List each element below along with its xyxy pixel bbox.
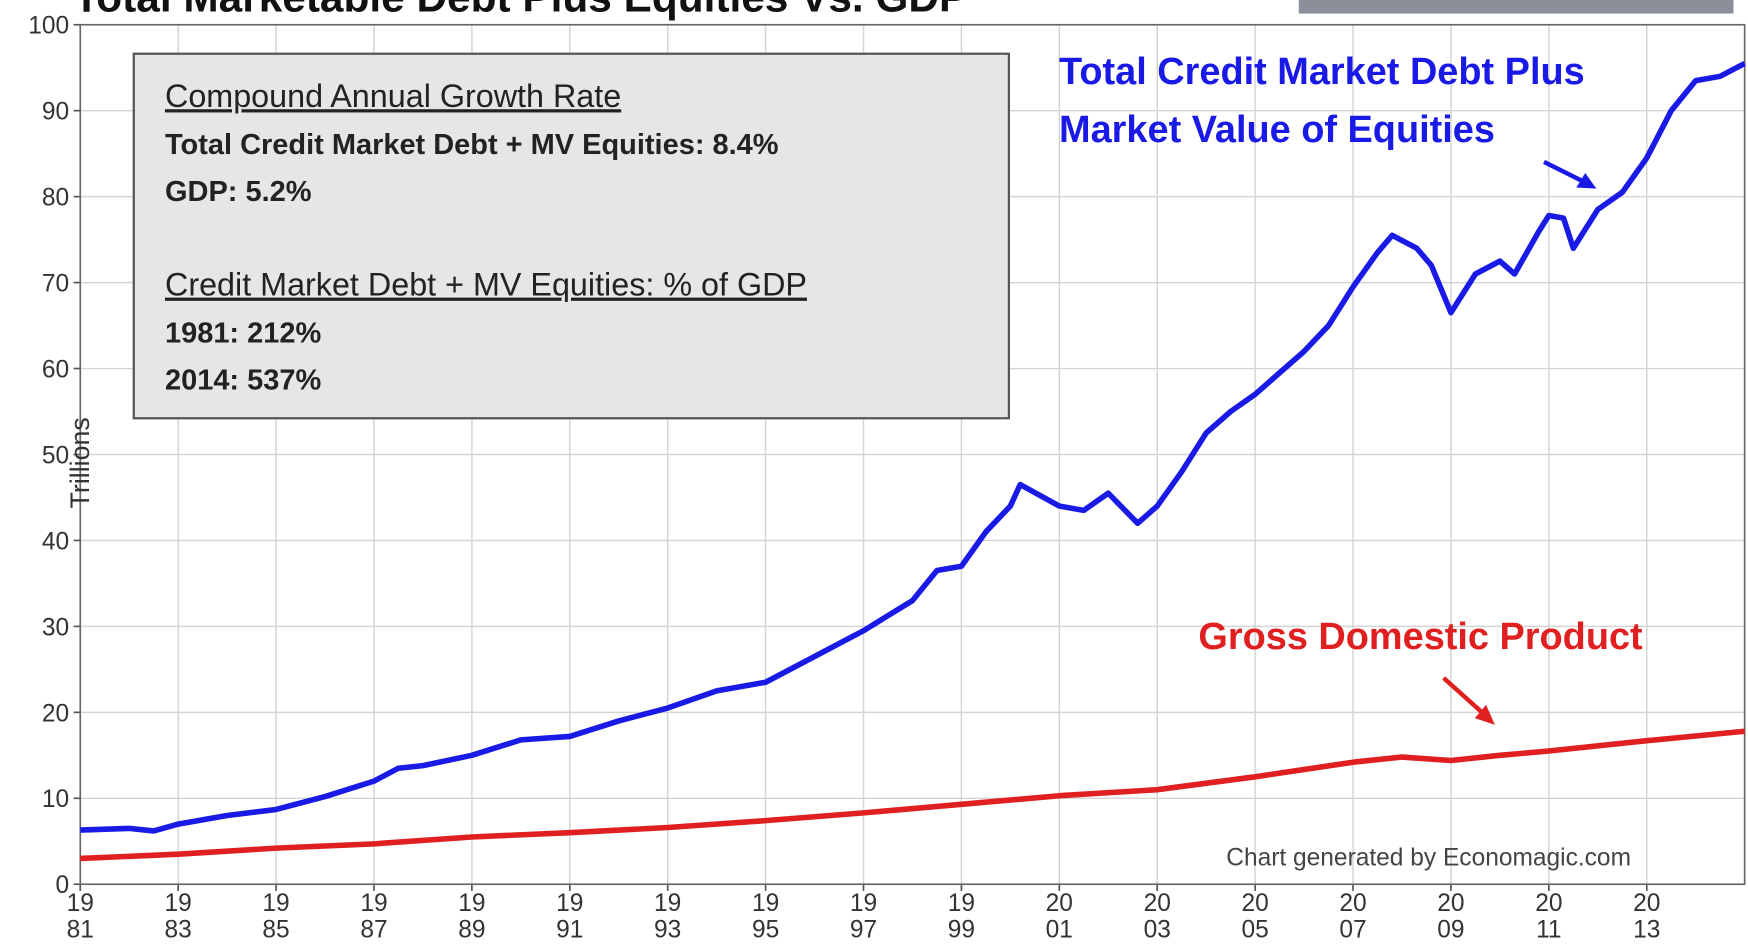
y-tick-label: 80 — [42, 185, 69, 212]
y-tick-label: 70 — [42, 271, 69, 298]
x-tick-label: 19 99 — [948, 890, 975, 944]
x-tick-label: 19 93 — [654, 890, 681, 944]
y-tick-label: 40 — [42, 528, 69, 555]
x-tick-label: 19 95 — [752, 890, 779, 944]
x-tick-label: 20 09 — [1437, 890, 1464, 944]
x-tick-label: 20 13 — [1633, 890, 1660, 944]
info-box — [132, 52, 1011, 420]
chart-title: Total Marketable Debt Plus Equities Vs. … — [74, 0, 968, 20]
y-tick-label: 10 — [42, 786, 69, 813]
x-tick-label: 19 83 — [165, 890, 192, 944]
y-tick-label: 50 — [42, 442, 69, 469]
series-line — [80, 60, 1746, 834]
source-note: Chart generated by Economagic.com — [1226, 844, 1631, 871]
arrow-head — [1576, 173, 1597, 189]
x-tick-label: 19 81 — [67, 890, 94, 944]
y-tick-label: 100 — [28, 13, 69, 40]
x-tick-label: 19 87 — [360, 890, 387, 944]
y-axis-label: Trillions — [65, 417, 95, 508]
x-tick-label: 20 05 — [1241, 890, 1268, 944]
x-tick-label: 20 11 — [1535, 890, 1562, 944]
x-tick-label: 20 07 — [1339, 890, 1366, 944]
x-tick-label: 19 91 — [556, 890, 583, 944]
x-tick-label: 20 03 — [1144, 890, 1171, 944]
x-tick-label: 20 01 — [1046, 890, 1073, 944]
info-text: 1981: 212% — [165, 317, 321, 349]
y-tick-label: 90 — [42, 99, 69, 126]
arrow — [1442, 676, 1488, 718]
x-tick-label: 19 89 — [458, 890, 485, 944]
series-line — [80, 728, 1745, 862]
y-tick-label: 0 — [55, 872, 69, 899]
series-label: Gross Domestic Product — [1198, 616, 1643, 658]
x-tick-label: 19 97 — [850, 890, 877, 944]
info-heading: Credit Market Debt + MV Equities: % of G… — [165, 267, 807, 303]
y-tick-label: 30 — [42, 614, 69, 641]
info-text: GDP: 5.2% — [165, 176, 312, 208]
arrow-head — [1474, 704, 1495, 725]
plot-frame — [79, 23, 1746, 886]
info-heading: Compound Annual Growth Rate — [165, 78, 621, 114]
info-text: 2014: 537% — [165, 364, 321, 396]
info-text: Total Credit Market Debt + MV Equities: … — [165, 129, 779, 161]
y-tick-label: 60 — [42, 356, 69, 383]
x-tick-label: 19 85 — [262, 890, 289, 944]
y-tick-label: 20 — [42, 700, 69, 727]
logo-image — [1298, 0, 1734, 14]
series-label: Total Credit Market Debt Plus Market Valu… — [1059, 51, 1585, 151]
